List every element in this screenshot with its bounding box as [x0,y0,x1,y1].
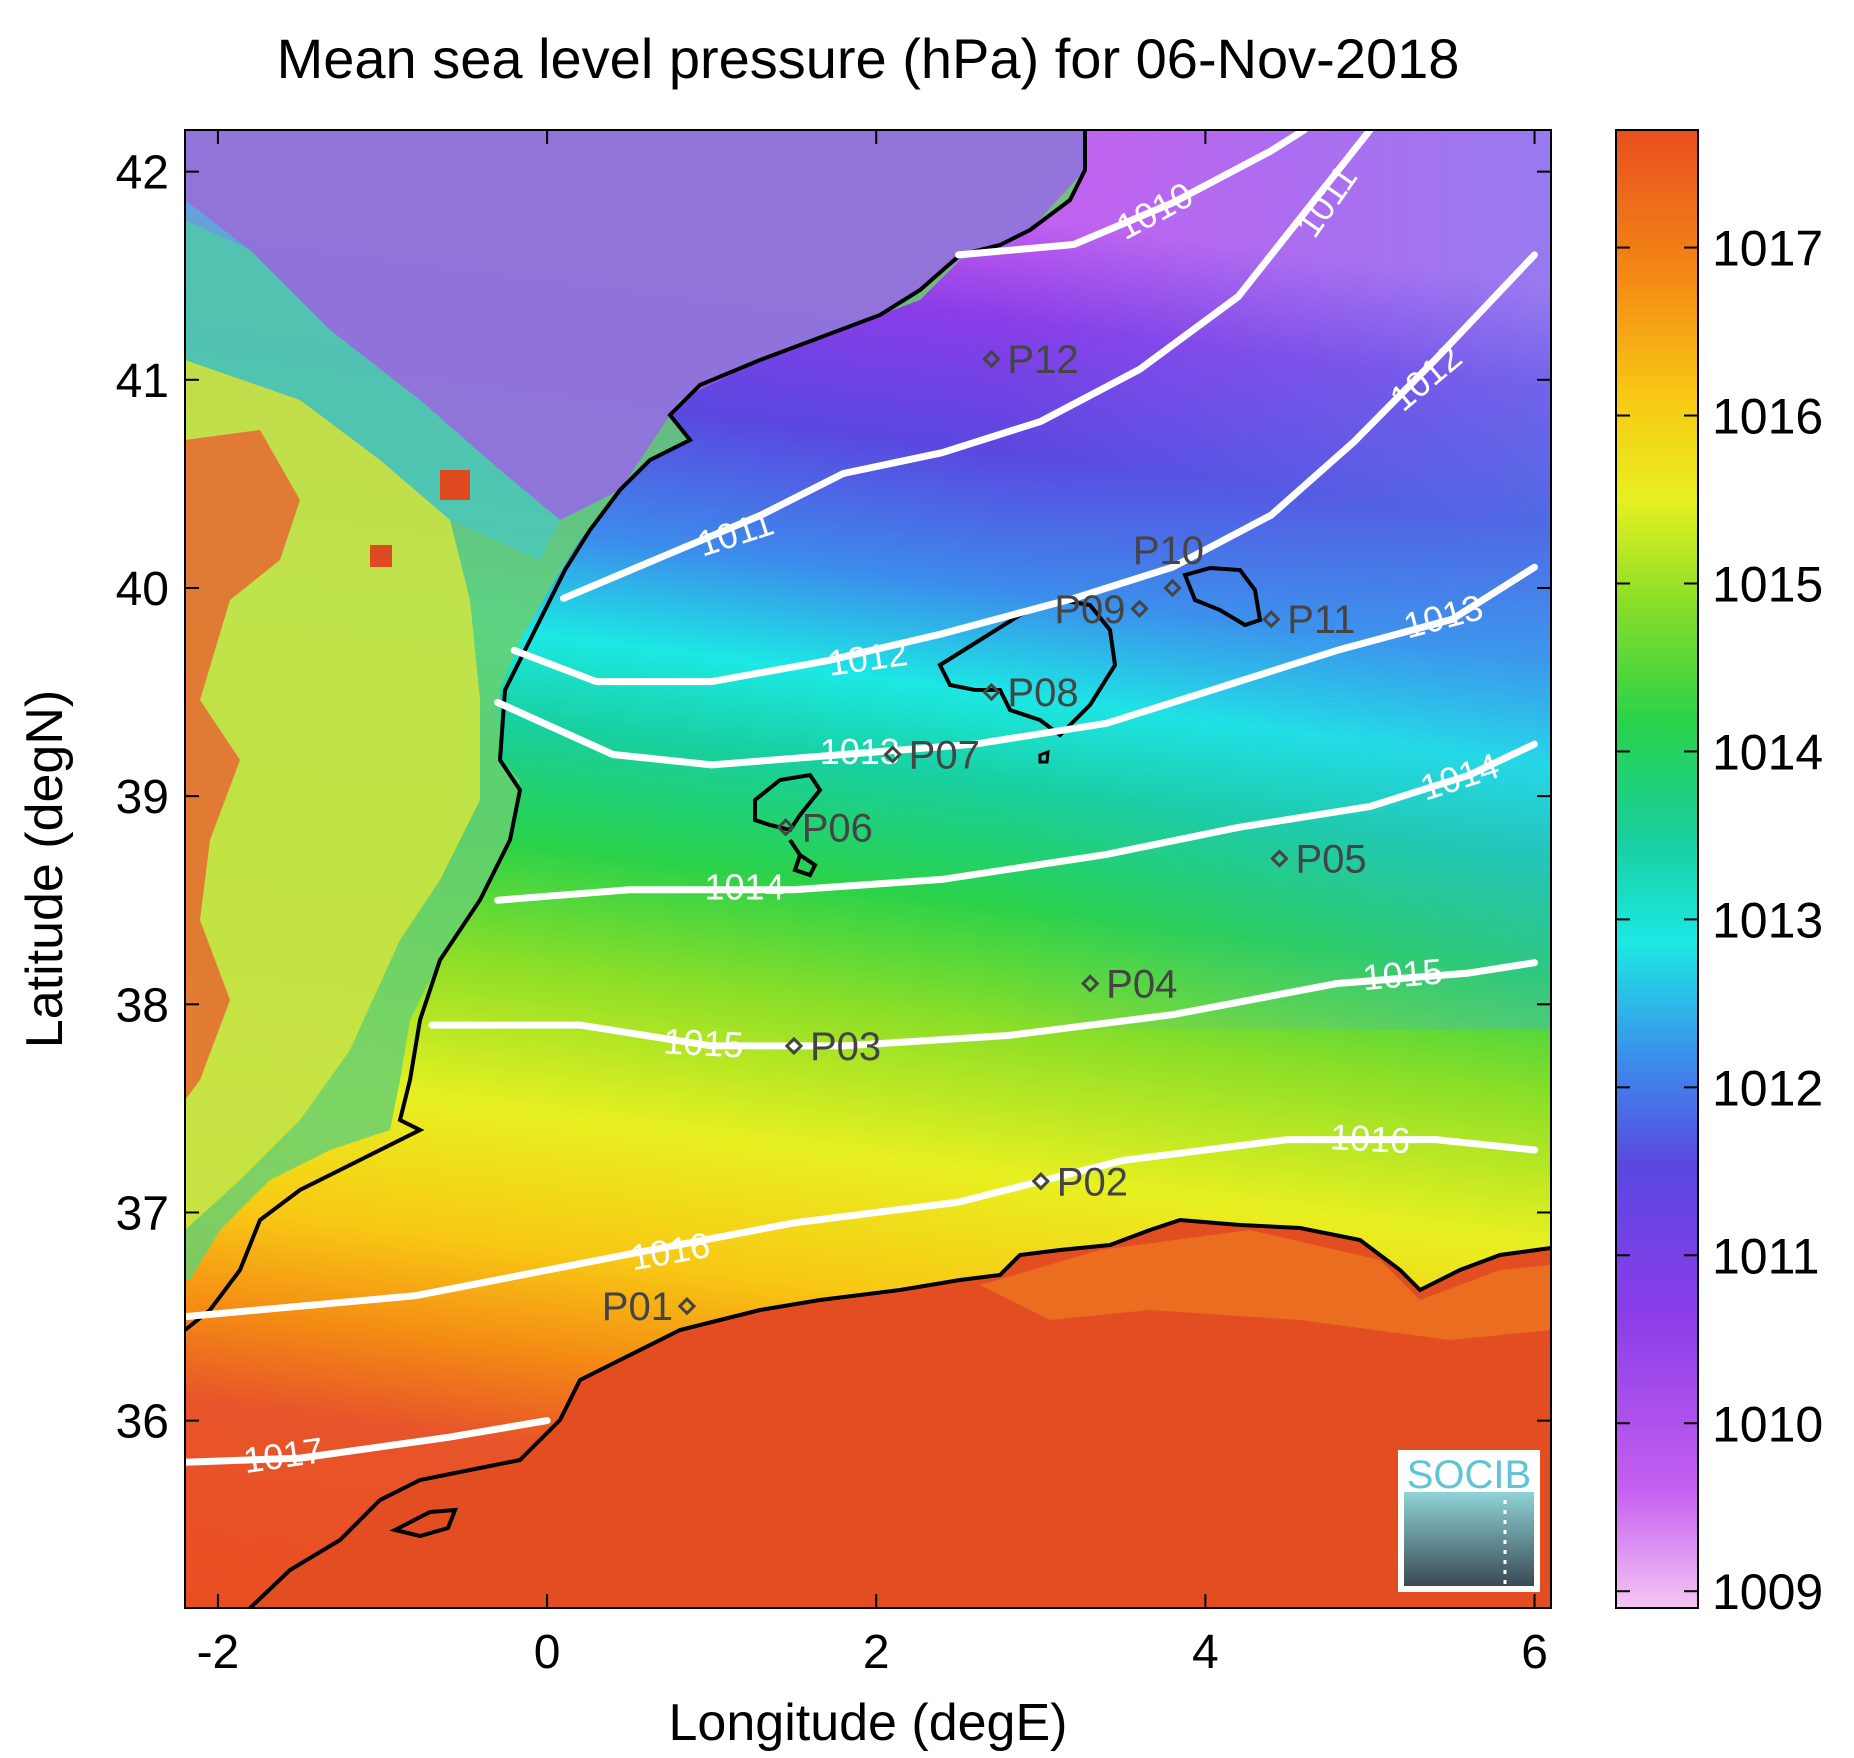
isobar-contours [185,130,1538,1466]
colorbar-tick-label: 1016 [1712,389,1823,445]
y-axis: 36 37 38 39 40 41 42 [116,147,1551,1449]
cabrera-island [1038,749,1050,764]
iberian-coastline [185,130,1087,1332]
station-marker [784,1036,804,1056]
station-marker [776,818,795,837]
colorbar [1615,129,1699,1609]
land-hotspot [370,545,392,567]
y-tick-label: 41 [116,355,169,408]
isobar-1013 [494,563,1538,769]
station-marker [1031,1172,1050,1191]
x-axis-label: Longitude (degE) [669,1694,1068,1752]
station-label: P12 [1007,338,1078,382]
chart-title: Mean sea level pressure (hPa) for 06-Nov… [277,27,1460,90]
socib-logo-text: SOCIB [1407,1453,1531,1497]
menorca-island [1182,565,1263,628]
african-land [250,1220,1551,1608]
isobar-1011 [510,251,1538,686]
y-tick-label: 38 [116,979,169,1032]
isobar-label: 1015 [663,1020,745,1065]
isobar-1016 [185,1136,1538,1321]
station-label: P03 [810,1025,881,1069]
y-tick-label: 40 [116,563,169,616]
land-hotspot [440,470,470,500]
isobar-1011 [560,130,1374,602]
station-label: P11 [1287,598,1355,642]
colorbar-tick-label: 1017 [1712,221,1823,277]
socib-logo: SOCIB [1398,1450,1540,1592]
x-tick-label: 2 [863,1626,890,1679]
isobar-label: 1014 [705,866,785,907]
station-marker [1130,599,1149,618]
iberian-land-purple [185,130,1085,520]
station-marker [883,745,902,764]
ibiza-island [753,772,823,833]
station-label: P02 [1057,1160,1128,1204]
y-tick-label: 36 [116,1396,169,1449]
station-label: P07 [909,734,980,778]
x-tick-label: 0 [534,1626,561,1679]
station-marker [1270,849,1289,868]
y-tick-label: 42 [116,147,169,200]
colorbar-tick-label: 1010 [1712,1396,1823,1452]
colorbar-tick-label: 1015 [1712,556,1823,612]
iberian-land-yellow [185,360,480,1230]
isobar-1017 [185,1417,551,1466]
y-axis-label: Latitude (degN) [16,690,74,1048]
x-tick-label: 4 [1192,1626,1219,1679]
station-label: P05 [1295,838,1366,882]
isobar-label: 1015 [1361,950,1444,998]
african-land-orange [980,1230,1551,1340]
station-label: P08 [1007,671,1078,715]
formentera-island [788,838,818,878]
colorbar-tick-label: 1013 [1712,892,1823,948]
station-marker [1163,578,1182,598]
station-marker [1080,974,1100,993]
colorbar-tick-label: 1012 [1712,1060,1823,1116]
station-label: P09 [1054,588,1125,632]
small-island-africa [389,1507,459,1539]
isobar-1010 [955,130,1308,259]
colorbar-tick-label: 1014 [1712,724,1823,780]
isobar-1014 [494,740,1538,904]
iberian-land-orange [185,430,300,1100]
x-tick-label: 6 [1521,1626,1548,1679]
y-tick-label: 39 [116,771,169,824]
isobar-label: 1016 [1329,1116,1411,1161]
y-tick-label: 37 [116,1187,169,1240]
station-marker [1262,610,1281,629]
isobar-1015 [428,959,1538,1050]
isobar-label: 1013 [820,731,900,772]
station-label: P10 [1133,529,1204,573]
colorbar-tick-label: 1011 [1712,1228,1820,1284]
x-axis: -2 0 2 4 6 [197,130,1548,1679]
colorbar-ticks: 1009 1010 1011 1012 1013 1014 1015 1016 1017 [1616,221,1823,1620]
station-marker [982,349,1001,369]
plot-frame [184,129,1552,1609]
x-tick-label: -2 [197,1626,240,1679]
african-coastline [248,1217,1551,1608]
station-label: P01 [602,1285,673,1329]
station-marker [982,682,1001,702]
station-label: P06 [802,806,873,850]
station-label: P04 [1106,962,1177,1006]
station-marker [677,1296,697,1316]
colorbar-tick-label: 1009 [1712,1564,1823,1620]
